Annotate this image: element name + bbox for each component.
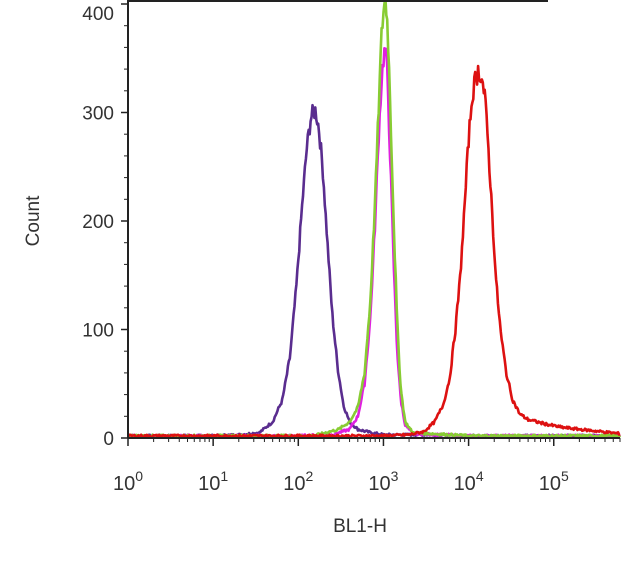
ticks-layer: 0 100 200 300 400 100 101 102 103 104 105 bbox=[82, 3, 621, 495]
series-4-line bbox=[127, 64, 621, 439]
x-tick-label: 102 bbox=[283, 468, 313, 495]
y-axis-title: Count bbox=[23, 195, 44, 246]
y-tick-label: 400 bbox=[82, 4, 114, 25]
series-1-line bbox=[127, 103, 621, 439]
x-tick-label: 101 bbox=[198, 468, 228, 495]
y-tick-label: 300 bbox=[82, 104, 114, 125]
x-tick-label: 104 bbox=[454, 468, 484, 495]
series-layer bbox=[127, 0, 622, 439]
x-tick-label: 100 bbox=[113, 468, 143, 495]
x-tick-label: 103 bbox=[368, 468, 398, 495]
series-3-line bbox=[127, 0, 622, 439]
y-tick-label: 0 bbox=[103, 429, 114, 450]
y-tick-label: 100 bbox=[82, 321, 114, 342]
x-axis-title: BL1-H bbox=[333, 516, 387, 537]
y-tick-label: 200 bbox=[82, 212, 114, 233]
x-tick-label: 105 bbox=[539, 468, 569, 495]
axes-layer bbox=[127, 0, 620, 439]
